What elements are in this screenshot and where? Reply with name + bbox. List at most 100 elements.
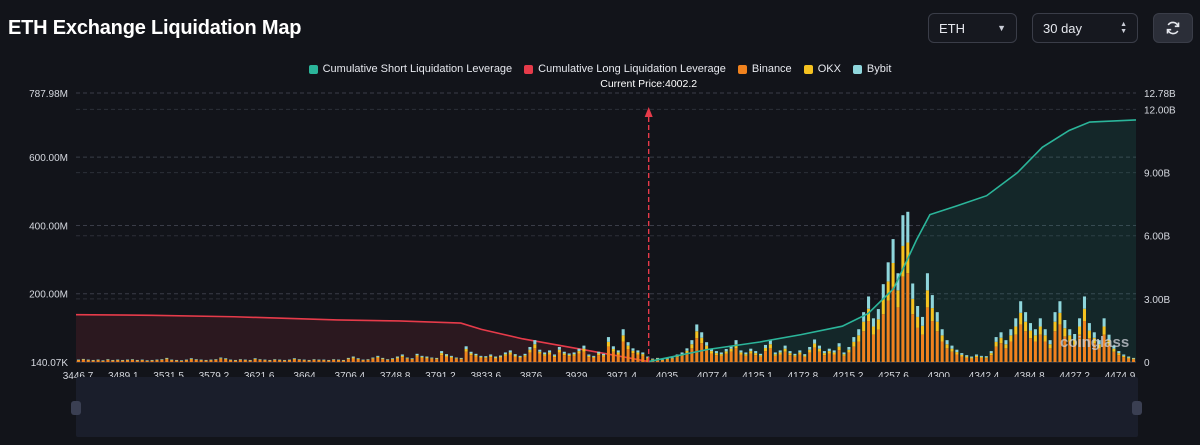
bar-okx bbox=[263, 359, 267, 361]
bar-binance bbox=[660, 360, 664, 362]
bar-okx bbox=[695, 331, 699, 339]
bar-binance bbox=[896, 307, 900, 362]
bar-binance bbox=[184, 360, 188, 362]
bar-binance bbox=[454, 358, 458, 362]
bar-bybit bbox=[533, 340, 537, 345]
bar-bybit bbox=[317, 359, 321, 361]
bar-binance bbox=[788, 355, 792, 362]
legend-item-short[interactable]: Cumulative Short Liquidation Leverage bbox=[308, 63, 513, 75]
legend-item-binance[interactable]: Binance bbox=[737, 63, 792, 75]
bar-binance bbox=[101, 360, 105, 362]
bar-bybit bbox=[126, 359, 130, 361]
bar-binance bbox=[1009, 341, 1013, 362]
legend-item-long[interactable]: Cumulative Long Liquidation Leverage bbox=[524, 63, 726, 75]
range-slider-track bbox=[76, 377, 1138, 437]
bar-binance bbox=[548, 354, 552, 362]
bar-bybit bbox=[994, 337, 998, 342]
bar-bybit bbox=[219, 357, 223, 359]
bar-binance bbox=[822, 355, 826, 362]
coin-select-value: ETH bbox=[939, 20, 965, 36]
bar-bybit bbox=[925, 273, 929, 291]
bar-okx bbox=[911, 298, 915, 315]
bar-bybit bbox=[822, 351, 826, 354]
legend-swatch-short bbox=[308, 64, 318, 74]
bar-binance bbox=[111, 360, 115, 362]
bar-binance bbox=[813, 347, 817, 362]
y-left-tick-label: 400.00M bbox=[29, 221, 68, 232]
bar-okx bbox=[1053, 321, 1057, 332]
coin-select[interactable]: ETH ▼ bbox=[928, 13, 1017, 43]
bar-binance bbox=[1097, 348, 1101, 362]
bar-bybit bbox=[1014, 318, 1018, 327]
bar-binance bbox=[626, 349, 630, 362]
bar-bybit bbox=[685, 348, 689, 351]
bar-binance bbox=[170, 360, 174, 362]
bar-bybit bbox=[724, 349, 728, 352]
period-select[interactable]: 30 day ▲ ▼ bbox=[1032, 13, 1138, 43]
bar-bybit bbox=[744, 352, 748, 355]
bar-okx bbox=[837, 346, 841, 351]
bar-binance bbox=[999, 343, 1003, 362]
bar-bybit bbox=[140, 359, 144, 361]
bar-okx bbox=[332, 359, 336, 361]
bar-binance bbox=[175, 360, 179, 362]
bar-bybit bbox=[773, 352, 777, 355]
bar-binance bbox=[317, 360, 321, 362]
bar-okx bbox=[116, 359, 120, 361]
bar-okx bbox=[209, 359, 213, 361]
bar-binance bbox=[1024, 331, 1028, 362]
bar-okx bbox=[179, 360, 184, 362]
bar-okx bbox=[847, 349, 851, 353]
bar-bybit bbox=[81, 358, 85, 360]
legend-item-okx[interactable]: OKX bbox=[803, 63, 841, 75]
bar-binance bbox=[1082, 321, 1086, 362]
bar-okx bbox=[1019, 312, 1023, 325]
legend-item-bybit[interactable]: Bybit bbox=[852, 63, 891, 75]
bar-okx bbox=[813, 343, 817, 348]
bar-bybit bbox=[847, 346, 851, 350]
legend-label-short: Cumulative Short Liquidation Leverage bbox=[322, 63, 513, 75]
bar-binance bbox=[970, 358, 974, 362]
bar-okx bbox=[665, 358, 669, 360]
bar-binance bbox=[852, 346, 856, 362]
bar-okx bbox=[1132, 358, 1136, 360]
bar-okx bbox=[1058, 312, 1062, 325]
bar-binance bbox=[656, 359, 660, 362]
bar-binance bbox=[783, 351, 787, 362]
bar-binance bbox=[759, 356, 763, 362]
bar-bybit bbox=[788, 351, 792, 354]
bar-bybit bbox=[911, 283, 915, 299]
refresh-button[interactable] bbox=[1153, 13, 1193, 43]
bar-okx bbox=[616, 352, 620, 355]
bar-binance bbox=[597, 355, 601, 362]
bar-okx bbox=[184, 359, 188, 361]
range-slider-handle-right bbox=[1132, 401, 1142, 415]
bar-bybit bbox=[179, 360, 184, 361]
bar-binance bbox=[1038, 334, 1042, 362]
bar-bybit bbox=[523, 353, 527, 356]
bar-bybit bbox=[921, 316, 925, 326]
bar-binance bbox=[523, 356, 527, 362]
bar-bybit bbox=[214, 359, 218, 360]
bar-binance bbox=[827, 353, 831, 362]
bar-bybit bbox=[273, 359, 277, 360]
x-tick-label: 3446.7 bbox=[63, 371, 94, 382]
bar-bybit bbox=[778, 350, 782, 353]
bar-binance bbox=[1048, 348, 1052, 362]
bar-binance bbox=[518, 357, 522, 362]
bar-okx bbox=[916, 316, 920, 328]
bar-binance bbox=[312, 359, 316, 362]
bar-binance bbox=[121, 360, 125, 362]
bar-bybit bbox=[420, 355, 424, 357]
x-tick-label: 3748.8 bbox=[380, 371, 411, 382]
bar-bybit bbox=[302, 359, 306, 361]
bar-binance bbox=[464, 351, 468, 362]
bar-bybit bbox=[258, 359, 262, 360]
bar-bybit bbox=[739, 350, 743, 353]
bar-binance bbox=[440, 355, 444, 362]
bar-binance bbox=[449, 357, 453, 362]
legend-swatch-long bbox=[524, 64, 534, 74]
x-tick-label: 3971.4 bbox=[606, 371, 637, 382]
bar-bybit bbox=[361, 359, 365, 361]
bar-binance bbox=[670, 358, 674, 362]
